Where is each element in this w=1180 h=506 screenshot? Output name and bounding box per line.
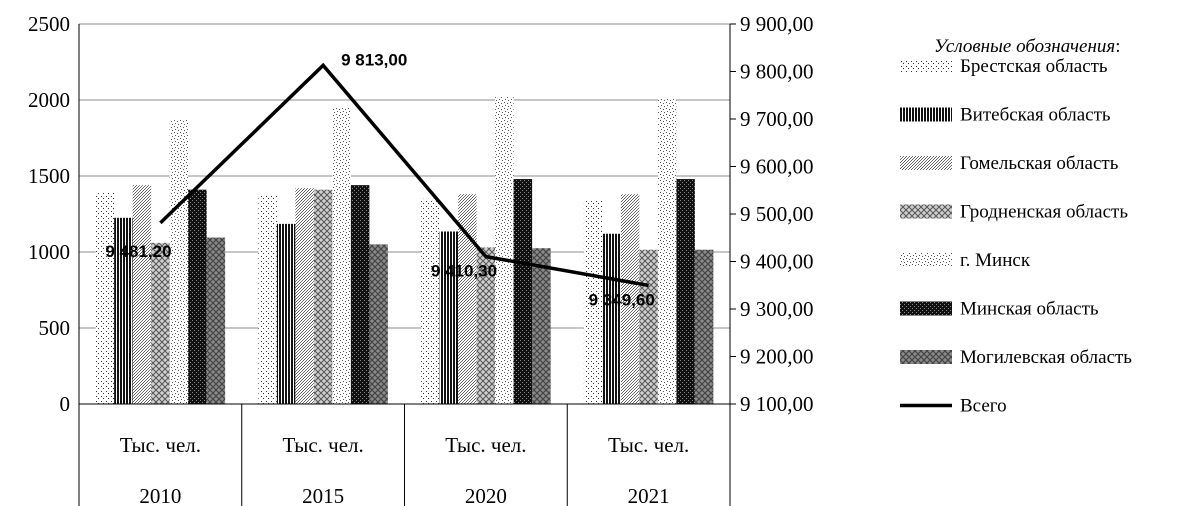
total-line-path	[159, 62, 649, 288]
legend-swatch	[900, 59, 952, 73]
left-axis-ticks: 0 500 1000 1500 2000 2500	[28, 12, 70, 416]
bar	[188, 189, 207, 404]
left-tick-label: 2500	[28, 12, 70, 36]
category-year-label: 2010	[139, 484, 181, 506]
right-tick-label: 9 300,00	[740, 297, 814, 321]
bar	[132, 185, 152, 404]
right-tick-label: 9 800,00	[740, 60, 814, 84]
bar	[421, 198, 440, 404]
bar	[295, 188, 314, 404]
legend-swatch	[900, 156, 952, 170]
legend-swatch	[900, 107, 952, 122]
category-axis: Тыс. чел. 2010 Тыс. чел. 2015 Тыс. чел. 2020 Т…	[120, 433, 690, 506]
right-tick-label: 9 900,00	[740, 12, 814, 36]
total-line	[159, 62, 649, 288]
right-tick-label: 9 400,00	[740, 250, 814, 274]
category-label: Тыс. чел.	[282, 433, 363, 457]
bar	[95, 192, 115, 404]
total-line-data-label: 9 349,60	[589, 290, 655, 309]
bar	[620, 194, 640, 404]
legend-label: Гомельская область	[960, 153, 1119, 174]
bar	[639, 249, 658, 404]
legend-label: Минская область	[960, 299, 1099, 320]
axes	[78, 24, 731, 506]
category-label: Тыс. чел.	[120, 433, 201, 457]
legend-label: Витебская область	[960, 105, 1111, 126]
right-tick-label: 9 200,00	[740, 345, 814, 369]
total-line-data-label: 9 813,00	[341, 50, 407, 69]
bar	[476, 247, 496, 404]
bar	[676, 179, 695, 404]
right-tick-label: 9 600,00	[740, 155, 814, 179]
legend-swatch	[900, 204, 952, 219]
bar	[369, 244, 388, 404]
bars	[95, 96, 714, 405]
legend-label: Всего	[960, 396, 1007, 417]
bar	[206, 237, 226, 404]
category-label: Тыс. чел.	[608, 433, 689, 457]
bar	[350, 185, 370, 404]
bar	[313, 189, 333, 404]
legend: Условные обозначения: Брестская область В…	[900, 36, 1132, 417]
category-year-label: 2015	[302, 484, 344, 506]
bar	[439, 231, 459, 404]
bar	[513, 179, 533, 404]
bar	[151, 242, 170, 404]
total-line-labels: 9 481,20 9 813,00 9 410,30 9 349,60	[105, 50, 654, 309]
legend-swatch	[900, 253, 952, 267]
right-axis-ticks: 9 100,00 9 200,00 9 300,00 9 400,00 9 500,00…	[730, 12, 814, 416]
bar	[332, 107, 351, 404]
bar	[458, 194, 477, 404]
bar	[532, 248, 551, 404]
bar	[258, 195, 277, 404]
bar	[657, 98, 677, 404]
left-tick-label: 1500	[28, 164, 70, 188]
total-line-data-label: 9 481,20	[105, 242, 171, 261]
left-tick-label: 0	[60, 392, 71, 416]
category-year-label: 2021	[628, 484, 670, 506]
category-year-label: 2020	[465, 484, 507, 506]
bar	[583, 199, 603, 404]
legend-label: Могилевская область	[960, 347, 1132, 368]
category-label: Тыс. чел.	[445, 433, 526, 457]
bar	[495, 96, 514, 405]
legend-label: Брестская область	[960, 56, 1108, 77]
legend-label: г. Минск	[960, 250, 1031, 271]
total-line-data-label: 9 410,30	[431, 262, 497, 281]
legend-title: Условные обозначения:	[934, 36, 1121, 57]
right-tick-label: 9 700,00	[740, 107, 814, 131]
bar	[602, 233, 621, 404]
bar	[169, 119, 189, 404]
legend-label: Гродненская область	[960, 202, 1128, 223]
left-tick-label: 1000	[28, 240, 70, 264]
bar	[276, 223, 296, 404]
legend-swatch	[900, 350, 952, 364]
bar	[114, 217, 133, 404]
bar	[694, 249, 714, 404]
left-tick-label: 500	[39, 316, 71, 340]
right-tick-label: 9 100,00	[740, 392, 814, 416]
legend-swatch	[900, 301, 952, 316]
right-tick-label: 9 500,00	[740, 202, 814, 226]
left-tick-label: 2000	[28, 88, 70, 112]
